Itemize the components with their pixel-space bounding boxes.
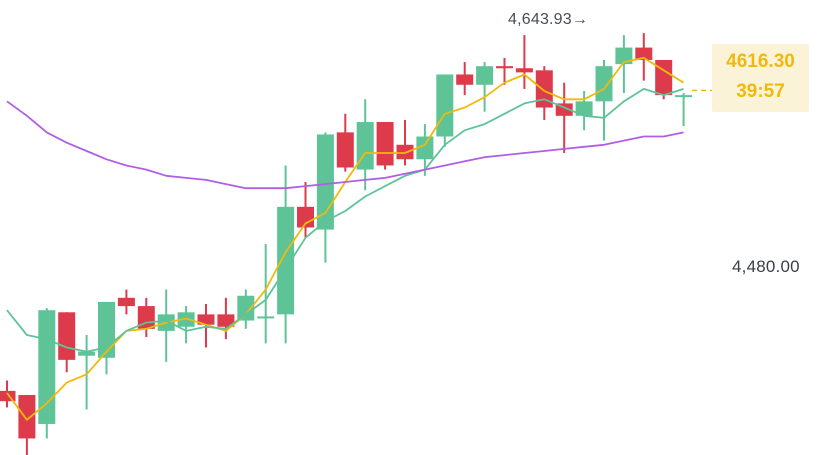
candle-body xyxy=(257,316,275,319)
candle xyxy=(396,119,414,166)
candle-body xyxy=(615,47,633,65)
candle xyxy=(456,62,474,96)
moving-average-layer xyxy=(6,57,685,421)
candle-body xyxy=(595,66,613,102)
candle-body xyxy=(496,66,513,69)
current-price-box: 4616.30 39:57 xyxy=(712,44,809,112)
candle-body xyxy=(655,59,673,96)
candle-countdown: 39:57 xyxy=(736,81,785,102)
candle xyxy=(655,59,673,100)
candle-body xyxy=(515,68,533,73)
candle xyxy=(197,304,215,348)
candle xyxy=(38,308,56,439)
candle xyxy=(297,182,314,238)
candle-body xyxy=(277,206,295,315)
candle-body xyxy=(177,312,195,327)
candle-body xyxy=(137,306,155,329)
current-price-value: 4616.30 xyxy=(726,51,795,72)
candle xyxy=(515,35,533,89)
candle-body xyxy=(675,95,693,98)
price-axis-label: 4,480.00 xyxy=(732,257,800,276)
candle-body xyxy=(297,206,314,228)
candle xyxy=(117,289,135,315)
candle xyxy=(436,74,454,147)
candle xyxy=(675,93,693,127)
candle-body xyxy=(78,351,96,356)
candle-body xyxy=(476,66,494,85)
candle xyxy=(78,335,96,410)
candle xyxy=(535,66,553,120)
candle xyxy=(376,122,394,170)
moving-average-line xyxy=(6,100,684,190)
candle-body xyxy=(635,47,653,60)
candle-body xyxy=(535,70,553,108)
candle xyxy=(316,132,334,263)
candle-body xyxy=(38,310,56,424)
candle xyxy=(177,306,195,344)
candle-body xyxy=(436,74,454,137)
candle-body xyxy=(376,122,394,166)
candle-body xyxy=(197,314,215,325)
candle-body xyxy=(58,312,76,360)
candle xyxy=(635,33,653,81)
candle xyxy=(336,113,354,172)
candle-body xyxy=(456,74,474,85)
candle xyxy=(257,244,275,344)
candle xyxy=(555,82,573,154)
candle-body xyxy=(575,101,593,116)
candle xyxy=(98,301,115,375)
candle-body xyxy=(18,395,36,439)
candle xyxy=(595,59,613,141)
candle xyxy=(356,99,374,191)
candle xyxy=(58,312,76,373)
candle xyxy=(496,57,513,85)
moving-average-line xyxy=(6,88,684,353)
candle xyxy=(476,62,494,112)
candle-body xyxy=(0,390,16,402)
candle-body xyxy=(396,144,414,160)
candle xyxy=(18,395,36,455)
high-price-label: 4,643.93→ xyxy=(508,11,589,28)
candle-body xyxy=(416,136,434,160)
candle xyxy=(137,297,155,338)
candle xyxy=(277,165,295,344)
candle-body xyxy=(237,295,255,321)
candle xyxy=(237,289,255,329)
candle xyxy=(416,124,434,176)
candle xyxy=(575,91,593,131)
candle-body xyxy=(117,297,135,307)
candle xyxy=(157,289,175,362)
candle xyxy=(615,35,633,94)
candle-body xyxy=(217,314,235,327)
candle xyxy=(217,297,235,340)
candle-body xyxy=(336,132,354,168)
